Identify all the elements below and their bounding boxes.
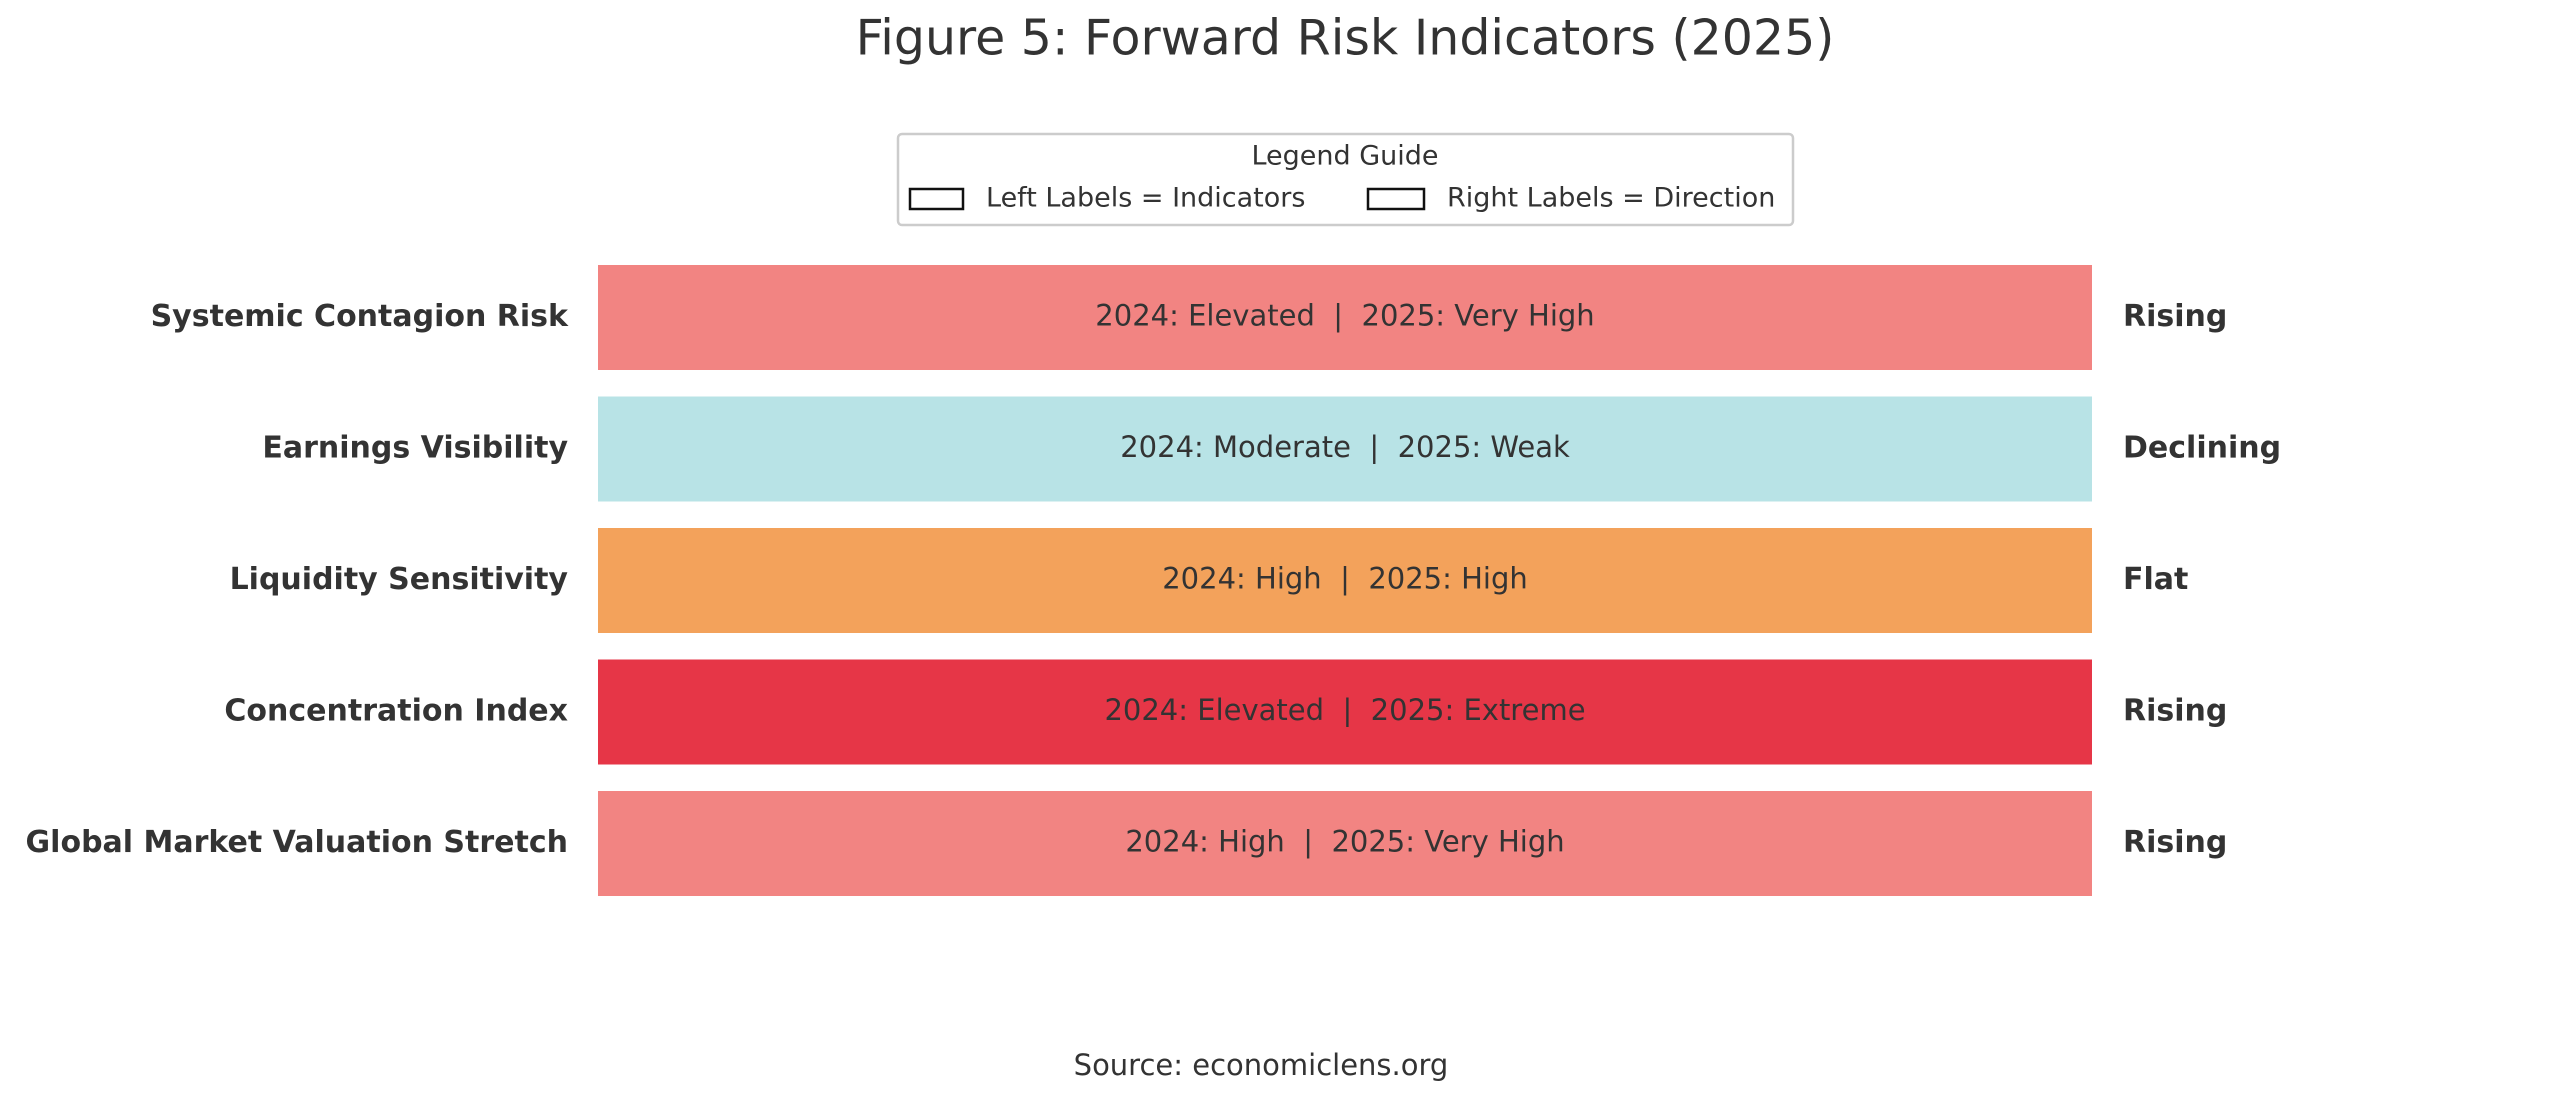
legend-box	[896, 132, 1795, 227]
title: Figure 5: Forward Risk Indicators (2025)	[856, 10, 1835, 67]
row-bar	[598, 528, 2092, 633]
indicator-label: Systemic Contagion Risk	[151, 299, 569, 334]
legend-item: Right Labels = Direction	[1447, 183, 1775, 214]
row-detail: 2024: High | 2025: High	[1162, 562, 1528, 596]
direction-label: Declining	[2123, 431, 2281, 466]
legend-swatch	[908, 187, 965, 211]
indicator-label: Earnings Visibility	[262, 431, 568, 466]
legend-title: Legend Guide	[1251, 141, 1438, 172]
indicator-label: Liquidity Sensitivity	[230, 562, 569, 597]
indicator-label: Global Market Valuation Stretch	[26, 825, 568, 860]
row-detail: 2024: High | 2025: Very High	[1125, 825, 1564, 859]
row-bar	[598, 791, 2092, 896]
row-detail: 2024: Moderate | 2025: Weak	[1120, 430, 1570, 464]
legend-item: Left Labels = Indicators	[986, 183, 1305, 214]
direction-label: Rising	[2123, 694, 2227, 729]
indicator-label: Concentration Index	[224, 694, 568, 729]
row-detail: 2024: Elevated | 2025: Extreme	[1104, 693, 1585, 727]
row-bar	[598, 396, 2092, 502]
row-detail: 2024: Elevated | 2025: Very High	[1095, 299, 1594, 333]
direction-label: Flat	[2123, 562, 2188, 597]
source: Source: economiclens.org	[1074, 1048, 1449, 1082]
direction-label: Rising	[2123, 825, 2227, 860]
legend-swatch	[1366, 187, 1426, 211]
row-bar	[598, 265, 2092, 370]
row-bar	[598, 659, 2092, 765]
direction-label: Rising	[2123, 299, 2227, 334]
